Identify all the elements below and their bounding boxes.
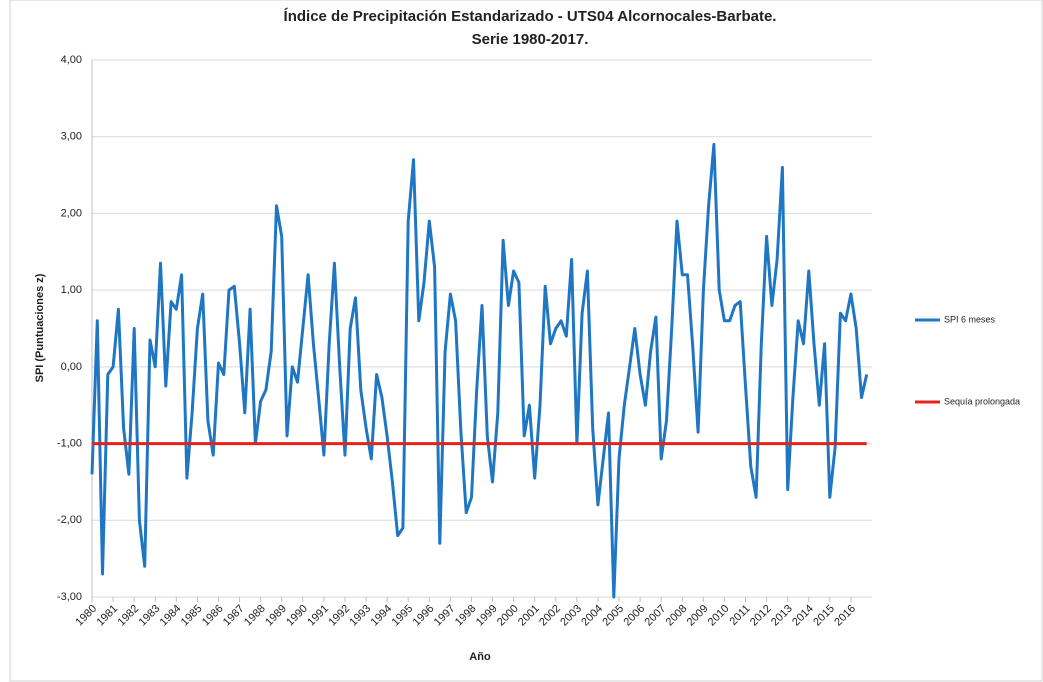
x-tick-label: 2013 <box>769 603 795 629</box>
x-tick-label: 1985 <box>179 603 205 629</box>
x-tick-label: 1993 <box>347 603 373 629</box>
x-tick-label: 2016 <box>832 603 858 629</box>
y-tick-label: 1,00 <box>61 284 82 296</box>
x-tick-label: 2001 <box>516 603 542 629</box>
x-tick-label: 1998 <box>453 603 479 629</box>
x-tick-label: 1981 <box>94 603 120 629</box>
x-tick-label: 1986 <box>200 603 226 629</box>
x-tick-label: 2014 <box>790 603 816 629</box>
chart-subtitle: Serie 1980-2017. <box>472 31 589 48</box>
x-tick-label: 2004 <box>579 603 605 629</box>
x-tick-label: 2011 <box>727 603 752 628</box>
x-tick-label: 2005 <box>600 603 626 629</box>
x-tick-label: 1992 <box>326 603 352 629</box>
legend-label: SPI 6 meses <box>944 314 996 324</box>
x-tick-label: 1995 <box>390 603 416 629</box>
x-tick-label: 1997 <box>432 603 458 629</box>
x-tick-label: 2008 <box>664 603 690 629</box>
x-tick-label: 2000 <box>495 603 521 629</box>
y-tick-label: -3,00 <box>57 591 82 603</box>
chart-border <box>9 0 1043 682</box>
x-tick-label: 2003 <box>558 603 584 629</box>
x-tick-label: 1988 <box>242 603 268 629</box>
legend-label: Sequía prolongada <box>944 396 1020 406</box>
x-tick-label: 2006 <box>621 603 647 629</box>
x-tick-label: 1983 <box>137 603 163 629</box>
y-tick-label: 0,00 <box>61 361 82 373</box>
y-axis-title: SPI (Puntuaciones z) <box>34 273 46 382</box>
x-tick-label: 1991 <box>305 603 331 629</box>
x-tick-label: 1996 <box>411 603 437 629</box>
x-tick-label: 1982 <box>116 603 142 629</box>
x-tick-label: 1999 <box>474 603 500 629</box>
series-line <box>90 142 869 599</box>
x-tick-label: 1994 <box>369 603 395 629</box>
x-tick-label: 2002 <box>537 603 563 629</box>
y-tick-label: 4,00 <box>61 54 82 66</box>
y-tick-label: -1,00 <box>57 437 82 449</box>
x-tick-label: 1987 <box>221 603 247 629</box>
y-tick-label: 3,00 <box>61 131 82 143</box>
x-tick-label: 1989 <box>263 603 289 629</box>
x-tick-label: 2007 <box>643 603 669 629</box>
x-axis-title: Año <box>469 651 491 663</box>
x-tick-label: 2012 <box>748 603 774 629</box>
y-tick-label: 2,00 <box>61 207 82 219</box>
x-tick-label: 2010 <box>706 603 732 629</box>
x-tick-label: 1980 <box>73 603 99 629</box>
x-tick-label: 1990 <box>284 603 310 629</box>
x-tick-label: 2015 <box>811 603 837 629</box>
x-tick-label: 1984 <box>158 603 184 629</box>
y-tick-label: -2,00 <box>57 514 82 526</box>
x-tick-label: 2009 <box>685 603 711 629</box>
chart-title: Índice de Precipitación Estandarizado - … <box>284 8 777 25</box>
